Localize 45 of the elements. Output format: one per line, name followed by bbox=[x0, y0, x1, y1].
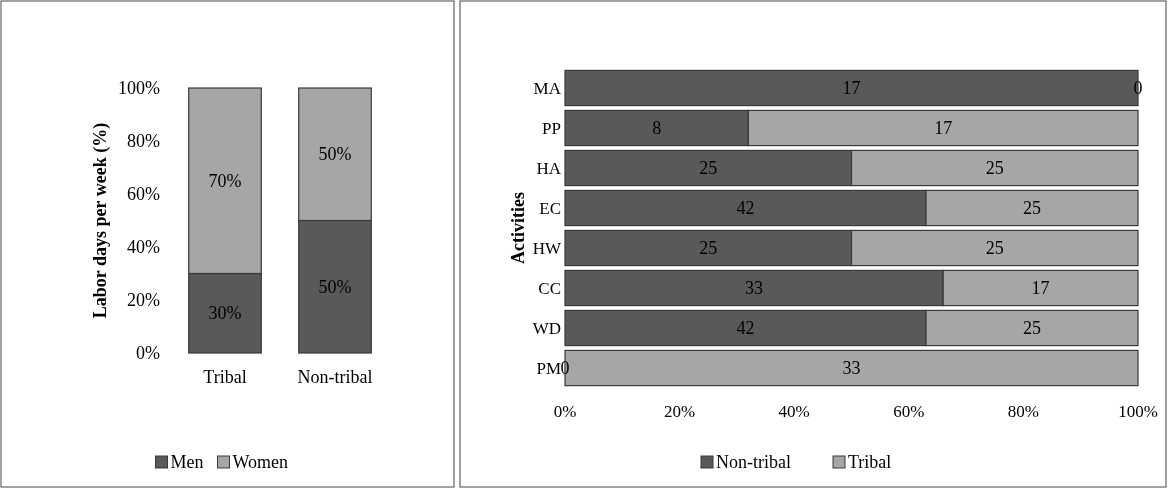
x-tick-label: 60% bbox=[893, 401, 925, 421]
annotation: 25 bbox=[1022, 198, 1041, 218]
x-tick-label: 20% bbox=[664, 401, 696, 421]
y-tick-label: 60% bbox=[127, 184, 160, 204]
y-tick-label: 20% bbox=[127, 290, 160, 310]
legend-label: Men bbox=[170, 452, 204, 472]
annotation: 0 bbox=[560, 358, 570, 378]
data-label: 50% bbox=[318, 144, 352, 165]
annotation: 33 bbox=[745, 278, 764, 298]
data-label: 70% bbox=[208, 170, 242, 191]
y-axis-title: Activities bbox=[508, 192, 528, 264]
y-tick-label: MA bbox=[533, 78, 562, 98]
y-tick-label: HW bbox=[532, 238, 562, 258]
annotation: 25 bbox=[985, 238, 1004, 258]
y-tick-label: 0% bbox=[136, 343, 160, 363]
legend-label: Women bbox=[232, 452, 289, 472]
x-tick-label: 80% bbox=[1007, 401, 1039, 421]
y-tick-label: 100% bbox=[118, 78, 160, 98]
y-tick-label: 80% bbox=[127, 131, 160, 151]
data-label: 50% bbox=[318, 276, 352, 297]
y-tick-label: WD bbox=[532, 318, 561, 338]
annotation: 17 bbox=[842, 78, 861, 98]
annotation: 25 bbox=[699, 158, 718, 178]
annotation: 17 bbox=[1031, 278, 1050, 298]
y-tick-label: PP bbox=[542, 118, 561, 138]
annotation: 17 bbox=[934, 118, 953, 138]
x-tick-label: 0% bbox=[553, 401, 577, 421]
annotation: 42 bbox=[736, 318, 755, 338]
y-tick-label: EC bbox=[539, 198, 561, 218]
annotation: 25 bbox=[985, 158, 1004, 178]
legend-label: Non-tribal bbox=[716, 452, 791, 472]
x-tick-label: 100% bbox=[1118, 401, 1158, 421]
annotation: 33 bbox=[842, 358, 861, 378]
y-tick-label: PM bbox=[536, 358, 561, 378]
y-tick-label: HA bbox=[536, 158, 562, 178]
y-tick-label: 40% bbox=[127, 237, 160, 257]
annotation: 8 bbox=[652, 118, 662, 138]
legend-label: Tribal bbox=[848, 452, 892, 472]
y-axis-title: Labor days per week (%) bbox=[90, 122, 111, 319]
annotation: 25 bbox=[699, 238, 718, 258]
y-tick-label: CC bbox=[538, 278, 561, 298]
annotation: 25 bbox=[1022, 318, 1041, 338]
x-tick-label: 40% bbox=[778, 401, 810, 421]
annotation: 42 bbox=[736, 198, 755, 218]
data-label: 30% bbox=[208, 303, 242, 324]
